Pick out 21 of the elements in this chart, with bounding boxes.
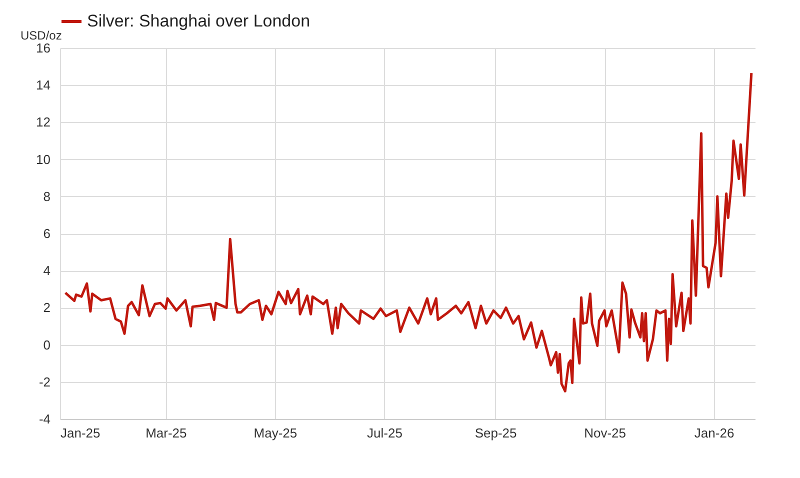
y-tick-label: 6 (43, 226, 50, 241)
x-tick-label: Jan-26 (694, 426, 734, 440)
y-tick-label: -2 (38, 374, 50, 390)
y-tick-label: 10 (36, 152, 50, 167)
y-axis-title: USD/oz (20, 28, 62, 42)
y-tick-label: 12 (36, 114, 50, 130)
x-tick-label: Nov-25 (584, 426, 626, 440)
x-tick-label: Sep-25 (474, 426, 517, 440)
y-tick-label: 2 (43, 300, 50, 316)
y-tick-label: -4 (38, 412, 50, 426)
y-tick-label: 0 (43, 337, 50, 352)
y-tick-label: 8 (43, 188, 50, 204)
y-tick-label: 14 (36, 78, 50, 93)
y-tick-label: 4 (43, 263, 50, 278)
y-tick-label: 16 (36, 40, 50, 56)
line-series (64, 72, 753, 392)
x-tick-label: May-25 (254, 426, 298, 440)
x-tick-label: Jul-25 (367, 426, 402, 440)
x-tick-label: Jan-25 (60, 426, 100, 440)
x-tick-label: Mar-25 (146, 426, 187, 440)
legend-label: Silver: Shanghai over London (87, 12, 310, 30)
